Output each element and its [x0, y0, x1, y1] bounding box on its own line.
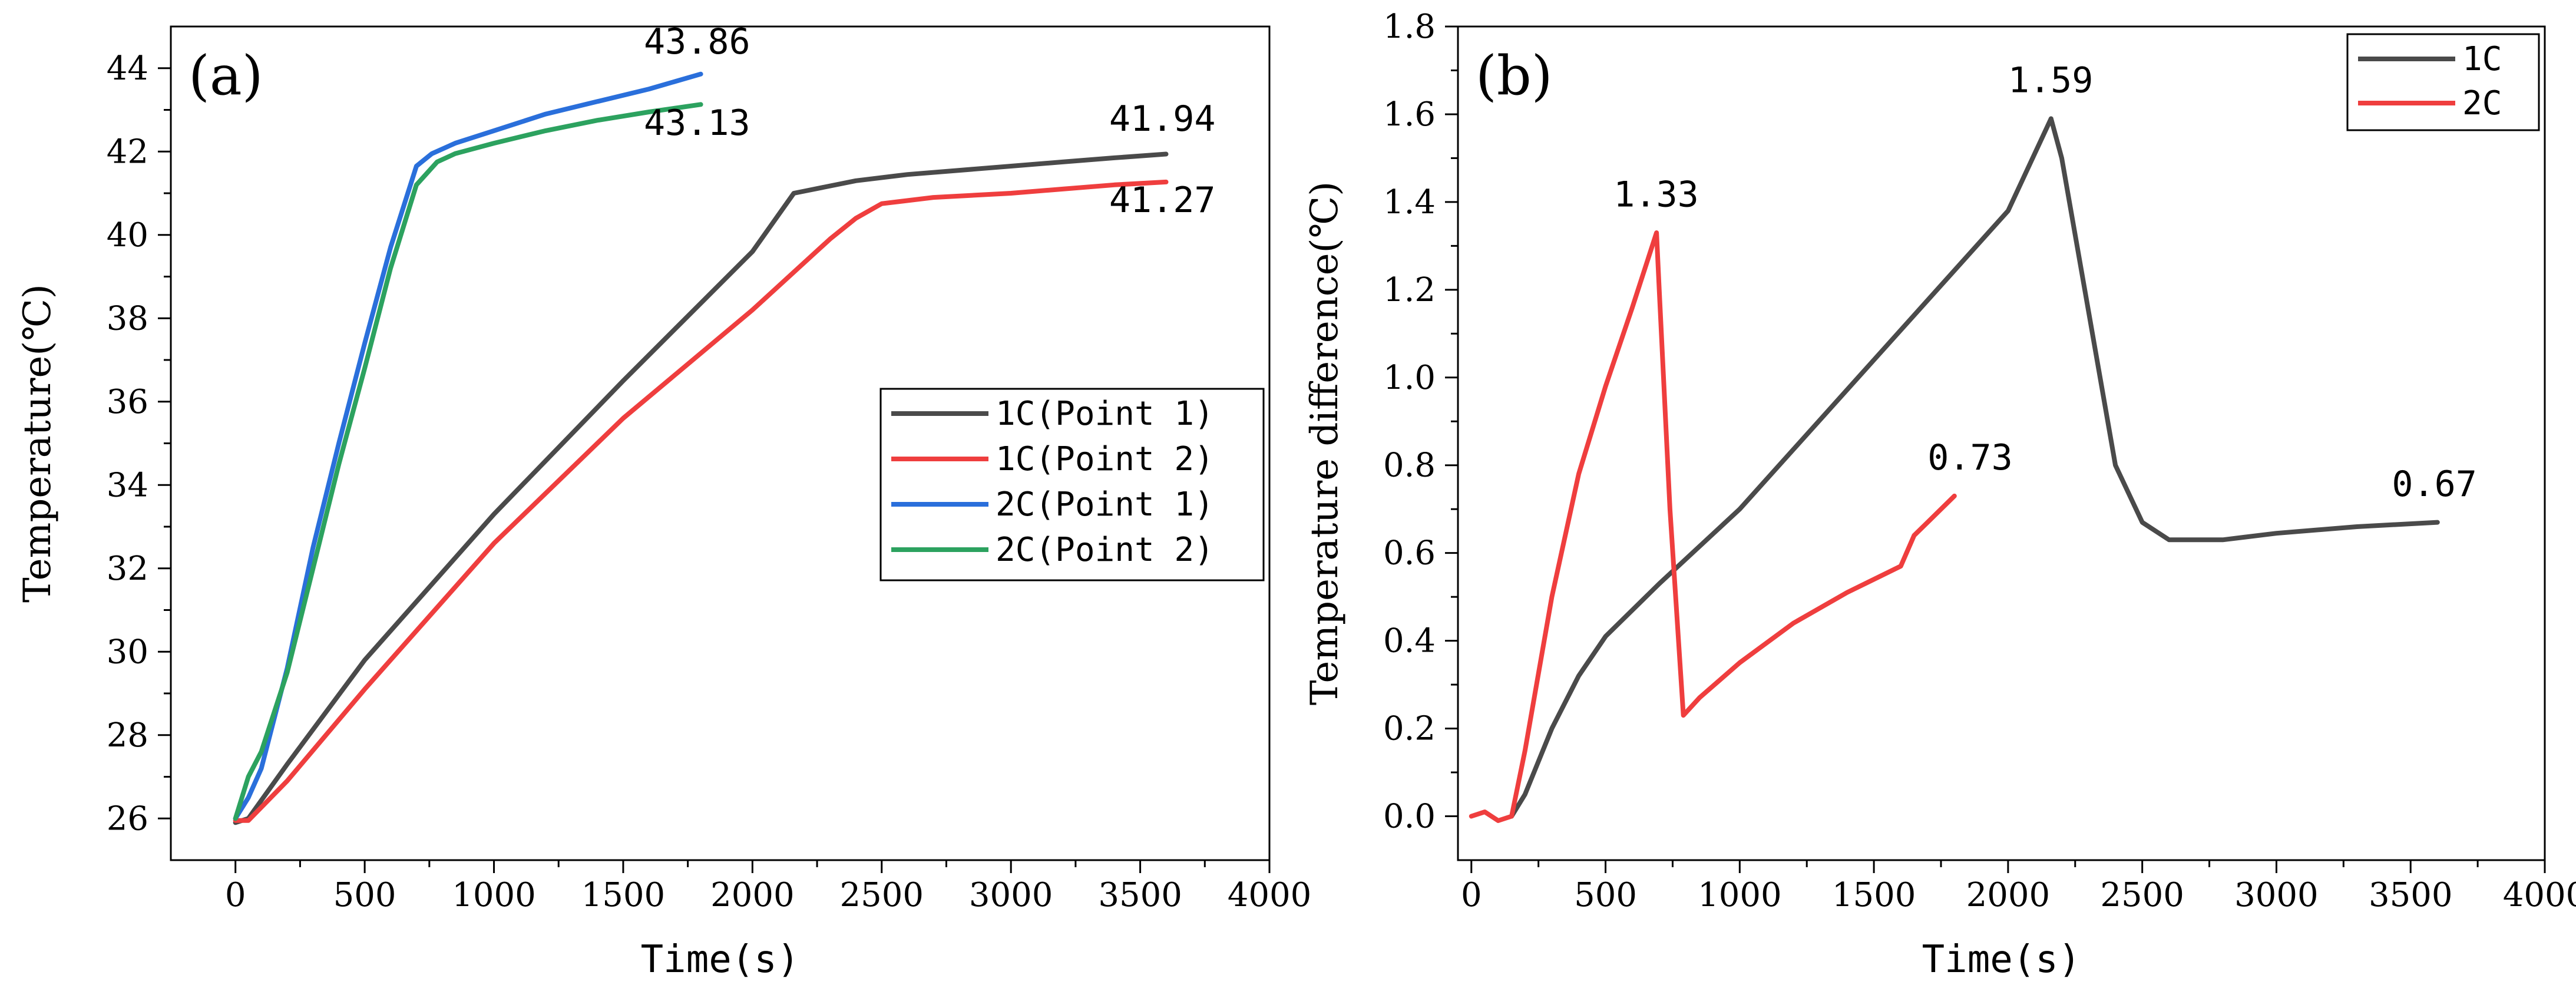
x-tick-label: 2500	[840, 876, 924, 914]
series-line-3	[233, 71, 703, 821]
y-tick-label: 26	[107, 799, 148, 838]
x-tick-label: 1500	[581, 876, 666, 914]
legend-label-2: 1C(Point 2)	[996, 440, 1214, 478]
x-tick-label: 1500	[1832, 876, 1916, 914]
chart-panel-b: 0 500 1000 1500 2000 2500 3000 3500 4000 0.0 0.2 0.…	[1303, 8, 2576, 981]
series-line-2	[1469, 230, 1957, 823]
x-tick-label: 2000	[1966, 876, 2051, 914]
y-tick-label: 34	[107, 466, 148, 504]
y-axis-label: Temperature difference(℃)	[1303, 181, 1347, 705]
y-tick-label: 0.4	[1383, 622, 1436, 660]
x-tick-label: 2500	[2100, 876, 2184, 914]
x-tick-label: 1000	[452, 876, 536, 914]
legend-label-4: 2C(Point 2)	[996, 531, 1214, 569]
x-tick-label: 1000	[1698, 876, 1782, 914]
x-tick-label: 2000	[710, 876, 795, 914]
data-annotation: 0.73	[1927, 437, 2013, 478]
x-tick-label: 3000	[969, 876, 1053, 914]
panel-label: (a)	[189, 44, 263, 107]
data-annotation: 41.94	[1109, 98, 1216, 140]
y-axis-label: Temperature(℃)	[16, 284, 59, 603]
series-line-1	[1509, 116, 2440, 819]
data-annotation: 41.27	[1109, 180, 1216, 221]
x-tick-label: 500	[1574, 876, 1637, 914]
y-tick-label: 36	[107, 383, 148, 421]
x-tick-label: 3500	[2369, 876, 2453, 914]
data-annotation: 43.86	[644, 21, 750, 62]
legend-box	[2346, 33, 2540, 131]
data-annotation: 0.67	[2392, 464, 2476, 505]
legend-label-1: 1C(Point 1)	[996, 395, 1214, 433]
legend-label-1: 1C	[2462, 40, 2502, 78]
x-tick-label: 4000	[2503, 876, 2576, 914]
plot-frame	[1457, 25, 2546, 861]
series-line-4	[233, 102, 703, 821]
y-tick-label: 42	[107, 133, 148, 171]
x-axis-label: Time(s)	[1922, 938, 2081, 981]
x-tick-label: 3500	[1098, 876, 1182, 914]
y-tick-label: 1.2	[1383, 271, 1436, 309]
panel-label: (b)	[1476, 44, 1553, 107]
x-tick-label: 0	[1461, 876, 1482, 914]
y-tick-label: 0.6	[1383, 534, 1436, 573]
y-tick-label: 30	[107, 633, 148, 671]
series-line-2	[233, 179, 1169, 823]
y-tick-label: 38	[107, 299, 148, 338]
y-tick-label: 44	[107, 49, 148, 88]
y-tick-label: 1.6	[1383, 95, 1436, 134]
y-tick-label: 32	[107, 550, 148, 588]
legend-label-3: 2C(Point 1)	[996, 485, 1214, 524]
x-tick-label: 500	[333, 876, 396, 914]
x-tick-label: 0	[225, 876, 246, 914]
y-tick-label: 0.2	[1383, 710, 1436, 748]
data-annotation: 1.33	[1613, 174, 1699, 215]
y-tick-label: 1.4	[1383, 183, 1436, 222]
series-line-1	[233, 151, 1169, 825]
data-annotation: 43.13	[644, 103, 750, 144]
x-tick-label: 4000	[1228, 876, 1312, 914]
y-tick-label: 1.0	[1383, 359, 1436, 397]
x-tick-label: 3000	[2234, 876, 2319, 914]
chart-panel-a: 0 500 1000 1500 2000 2500 3000 3500 4000 26 28 30 32…	[16, 21, 1311, 981]
y-tick-label: 28	[107, 716, 148, 755]
data-annotation: 1.59	[2008, 60, 2094, 101]
y-tick-label: 1.8	[1383, 8, 1436, 46]
y-tick-label: 40	[107, 216, 148, 255]
x-axis-label: Time(s)	[641, 938, 800, 981]
y-tick-label: 0.8	[1383, 447, 1436, 485]
legend-label-2: 2C	[2462, 84, 2502, 123]
y-tick-label: 0.0	[1383, 798, 1436, 836]
